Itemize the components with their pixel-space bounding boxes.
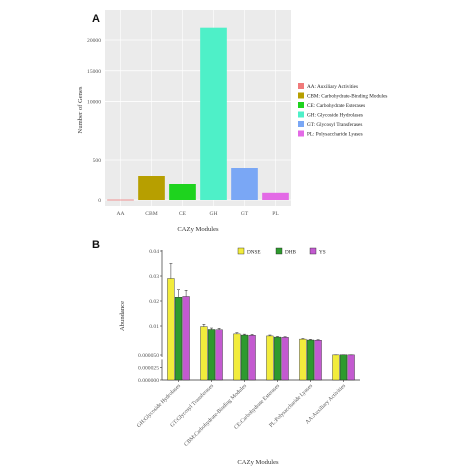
bar-dhb xyxy=(207,329,216,381)
bar-dnse xyxy=(200,326,208,381)
y-axis-label-b: Abundance xyxy=(119,301,126,331)
x-ticks-a: AA CBM CE GH GT PL xyxy=(116,211,279,217)
bar-dhb xyxy=(306,339,315,381)
legend-swatch-b xyxy=(237,247,245,255)
legend-swatch-a xyxy=(298,83,304,89)
bar-dnse xyxy=(167,278,175,381)
axis-break-b xyxy=(116,357,164,360)
y-tick-label-b: 0.01 xyxy=(149,324,159,330)
bar-cbm xyxy=(138,176,165,200)
y-tick-label-b: 0.000050 xyxy=(138,353,159,359)
legend-swatch-b xyxy=(309,247,317,255)
legend-swatch-a xyxy=(298,111,304,118)
bar-dnse xyxy=(233,333,241,381)
y-tick-label-a: 10000 xyxy=(87,100,101,106)
bars-a xyxy=(107,27,289,201)
x-axis-label-b: CAZy Modules xyxy=(237,459,279,466)
bar-dhb xyxy=(339,354,348,381)
panel-b: B DNSE DHB YS 0.000000 0.000025 0.000050 0.01… xyxy=(92,239,360,466)
bar-ys xyxy=(314,340,322,381)
bars-b xyxy=(167,263,355,381)
bar-aa xyxy=(107,199,134,201)
x-axis-label-a: CAZy Modules xyxy=(177,226,219,233)
legend-label-b: DHB xyxy=(285,250,296,256)
bar-gt xyxy=(231,168,258,200)
panel-a: A 0 500 10000 15000 20000 AA CBM CE GH GT PL CAZy… xyxy=(77,10,387,233)
bar-ys xyxy=(248,335,256,381)
legend-swatch-b xyxy=(275,247,283,255)
legend-swatch-a xyxy=(298,102,304,108)
bar-dnse xyxy=(266,335,274,381)
y-ticks-b: 0.000000 0.000025 0.000050 0.01 0.02 0.03 0.04 xyxy=(116,249,164,384)
bar-ys xyxy=(347,354,355,381)
x-tick-label-a: GH xyxy=(209,211,217,217)
bar-ys xyxy=(215,329,223,381)
bar-dhb xyxy=(174,297,183,381)
legend-b: DNSE DHB YS xyxy=(237,247,326,256)
x-tick-label-a: GT xyxy=(241,211,249,217)
legend-swatch-a xyxy=(298,92,304,99)
panel-label-a: A xyxy=(92,13,100,25)
y-tick-label-a: 500 xyxy=(93,158,102,164)
legend-a: AA: Auxiliary Activities CBM: Carbohydrat… xyxy=(298,83,387,138)
legend-label-a: CBM: Carbohydrate-Binding Modules xyxy=(307,94,387,100)
x-tick-label-a: CBM xyxy=(145,211,157,217)
y-tick-label-b: 0.04 xyxy=(149,249,159,255)
legend-label-a: PL: Polysaccharide Lyases xyxy=(307,132,363,138)
bar-ys xyxy=(182,296,190,381)
legend-label-a: GT: Glycosyl Transferases xyxy=(307,121,362,128)
y-tick-label-a: 0 xyxy=(98,198,101,204)
bar-pl xyxy=(262,192,289,200)
bar-ys xyxy=(281,337,289,381)
bar-dnse xyxy=(332,354,340,381)
x-tick-label-a: AA xyxy=(116,211,124,217)
legend-label-a: AA: Auxiliary Activities xyxy=(307,84,358,90)
plot-background-a xyxy=(105,10,291,206)
panel-label-b: B xyxy=(92,239,100,251)
x-tick-label-b: CBM:Carbohydrate-Binding Modules xyxy=(183,383,248,448)
y-ticks-a: 0 500 10000 15000 20000 xyxy=(87,38,101,204)
y-axis-label-a: Number of Genes xyxy=(77,86,84,133)
legend-swatch-a xyxy=(298,121,304,127)
y-tick-label-b: 0.02 xyxy=(149,299,159,305)
bar-dhb xyxy=(240,334,249,381)
x-tick-label-a: PL xyxy=(272,211,279,217)
legend-label-a: CE: Carbohydrate Esterases xyxy=(307,103,365,109)
legend-label-a: GH: Glycoside Hydrolases xyxy=(307,113,363,119)
y-tick-label-b: 0.03 xyxy=(149,274,159,280)
y-tick-label-b: 0.000025 xyxy=(138,366,159,372)
legend-label-b: DNSE xyxy=(247,250,261,256)
legend-swatch-a xyxy=(298,130,304,137)
bar-gh xyxy=(200,27,227,201)
y-tick-label-a: 20000 xyxy=(87,38,101,44)
bar-dnse xyxy=(299,338,307,381)
legend-label-b: YS xyxy=(319,250,326,256)
x-tick-label-a: CE xyxy=(179,211,187,217)
y-tick-label-a: 15000 xyxy=(87,69,101,75)
bar-dhb xyxy=(273,336,282,381)
y-tick-label-b: 0.000000 xyxy=(138,378,159,384)
bar-ce xyxy=(169,184,196,200)
